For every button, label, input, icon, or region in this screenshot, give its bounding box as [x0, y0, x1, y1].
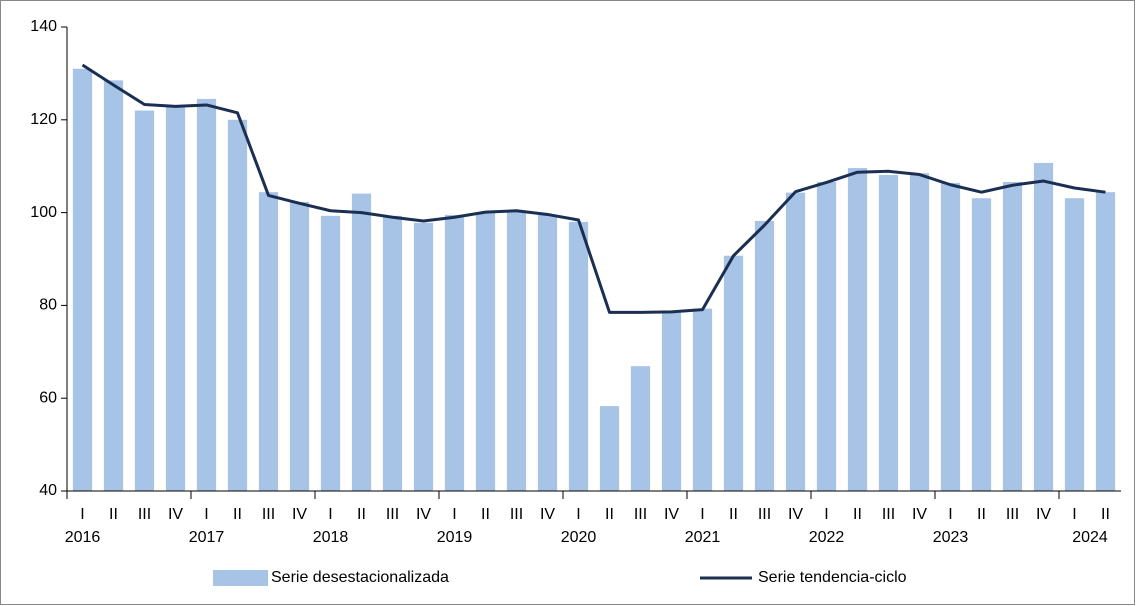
- year-label: 2021: [685, 529, 721, 546]
- bar: [1033, 162, 1054, 491]
- x-tick-label: II: [233, 506, 242, 523]
- x-tick-label: IV: [912, 506, 927, 523]
- x-tick-label: I: [700, 506, 704, 523]
- y-tick-label: 80: [39, 297, 57, 314]
- bar: [506, 211, 527, 491]
- bar: [320, 215, 341, 491]
- bar: [351, 193, 372, 492]
- x-tick-label: I: [452, 506, 456, 523]
- y-tick-label: 100: [30, 204, 57, 221]
- x-tick-label: III: [138, 506, 151, 523]
- x-tick-label: II: [729, 506, 738, 523]
- x-tick-label: I: [80, 506, 84, 523]
- y-tick-label: 140: [30, 18, 57, 35]
- x-tick-label: IV: [788, 506, 803, 523]
- bar: [258, 192, 279, 491]
- x-tick-label: III: [510, 506, 523, 523]
- legend-swatch: [213, 570, 268, 586]
- bar: [785, 192, 806, 491]
- legend-label: Serie tendencia-ciclo: [758, 569, 907, 586]
- bar: [72, 68, 93, 491]
- bar: [382, 215, 403, 491]
- bar: [630, 366, 651, 491]
- x-tick-label: II: [109, 506, 118, 523]
- bar: [1002, 181, 1023, 491]
- year-label: 2020: [561, 529, 597, 546]
- x-tick-label: II: [853, 506, 862, 523]
- bar: [475, 212, 496, 491]
- x-tick-label: IV: [540, 506, 555, 523]
- bar: [847, 168, 868, 491]
- x-tick-label: III: [386, 506, 399, 523]
- x-tick-label: I: [204, 506, 208, 523]
- bar: [196, 98, 217, 492]
- bar: [878, 175, 899, 492]
- bar: [692, 308, 713, 491]
- year-label: 2024: [1072, 529, 1108, 546]
- bar: [909, 173, 930, 491]
- x-tick-label: III: [634, 506, 647, 523]
- x-tick-label: IV: [168, 506, 183, 523]
- bar: [661, 312, 682, 491]
- bar: [816, 181, 837, 491]
- bar: [568, 221, 589, 491]
- bar: [289, 201, 310, 492]
- year-label: 2018: [313, 529, 349, 546]
- year-label: 2023: [933, 529, 969, 546]
- y-tick-label: 60: [39, 389, 57, 406]
- y-tick-label: 120: [30, 111, 57, 128]
- x-tick-label: I: [824, 506, 828, 523]
- bar: [134, 110, 155, 492]
- legend-label: Serie desestacionalizada: [271, 569, 449, 586]
- x-tick-label: II: [481, 506, 490, 523]
- bar: [723, 255, 744, 491]
- y-tick-label: 40: [39, 482, 57, 499]
- x-tick-label: I: [576, 506, 580, 523]
- bar: [599, 406, 620, 491]
- bar: [940, 182, 961, 492]
- year-label: 2016: [65, 529, 101, 546]
- x-tick-label: I: [328, 506, 332, 523]
- x-tick-label: II: [1101, 506, 1110, 523]
- x-tick-label: III: [758, 506, 771, 523]
- x-tick-label: IV: [292, 506, 307, 523]
- year-label: 2022: [809, 529, 845, 546]
- trend-line: [81, 63, 1106, 314]
- bar: [754, 220, 775, 491]
- bar: [537, 214, 558, 492]
- x-tick-label: III: [1006, 506, 1019, 523]
- x-tick-label: II: [357, 506, 366, 523]
- bar: [413, 222, 434, 492]
- bar: [227, 119, 248, 492]
- bar: [444, 214, 465, 492]
- x-tick-label: III: [882, 506, 895, 523]
- x-tick-label: I: [1072, 506, 1076, 523]
- x-tick-label: II: [977, 506, 986, 523]
- bar: [165, 105, 186, 491]
- x-tick-label: I: [948, 506, 952, 523]
- bar: [1064, 198, 1085, 491]
- bar: [1095, 192, 1116, 491]
- bar: [103, 80, 124, 492]
- x-tick-label: IV: [416, 506, 431, 523]
- year-label: 2019: [437, 529, 473, 546]
- x-tick-label: II: [605, 506, 614, 523]
- year-label: 2017: [189, 529, 225, 546]
- bar: [971, 198, 992, 491]
- x-tick-label: III: [262, 506, 275, 523]
- x-tick-label: IV: [664, 506, 679, 523]
- x-tick-label: IV: [1036, 506, 1051, 523]
